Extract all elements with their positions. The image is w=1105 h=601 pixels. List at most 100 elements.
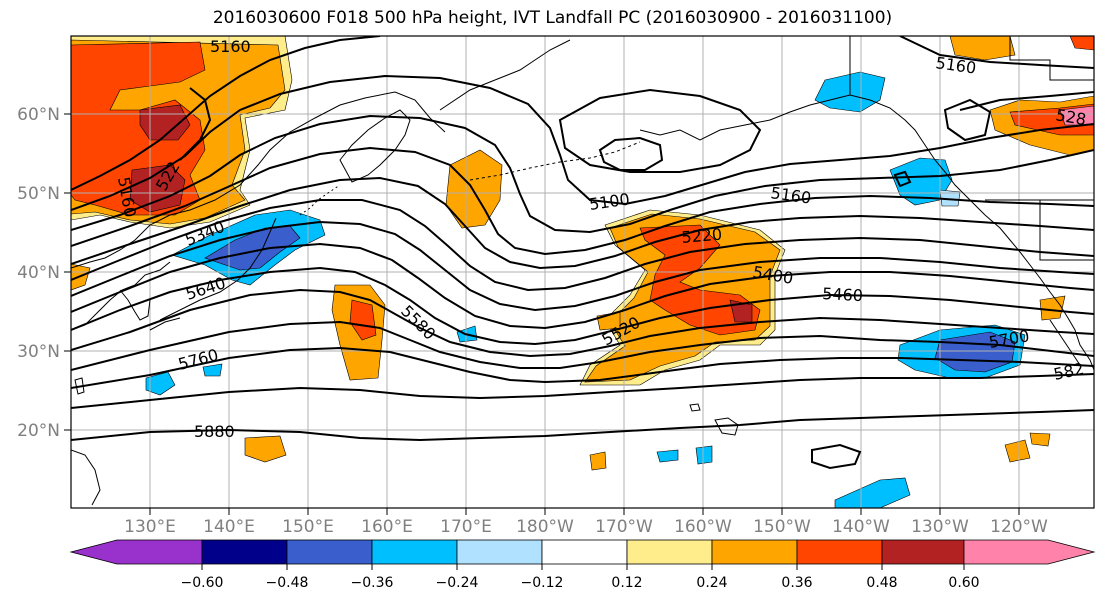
colorbar-seg-0 [69,539,203,565]
lon-label-140w: 140°W [832,517,890,537]
lon-label-180w: 180°W [516,517,574,537]
contour-5520 [71,242,1094,330]
colorbar-seg-4 [456,539,543,565]
coastlines [71,36,1094,506]
coast-hawaii [714,417,739,436]
lat-label-30n: 30°N [17,342,60,362]
contour-5100 [71,36,381,191]
height-contours [71,36,1094,470]
contour-5640 [71,288,1094,358]
shade-ne-mid-pink [1059,105,1094,126]
colorbar-label-8: 0.48 [866,575,897,591]
coast-taiwan [74,377,85,395]
colorbar-label-6: 0.24 [696,575,727,591]
shade-30n-135e [145,371,176,396]
shade-160w-red [639,224,761,336]
coast-asia-mainland [71,91,446,269]
contour-5040-nw [179,87,212,161]
contour-5340 [71,176,1094,270]
shade-s-123w [1004,439,1031,463]
coast-alaska [639,94,986,216]
shade-s-125w [1029,432,1051,447]
contour-pnw-small [893,170,912,188]
colorbar-seg-3 [371,539,458,565]
coast-japan [159,217,277,321]
colorbar-labels: −0.60 −0.48 −0.36 −0.24 −0.12 0.12 0.24 … [181,575,980,591]
shade-s-157w [695,445,713,465]
lat-label-60n: 60°N [17,105,60,125]
lat-label-40n: 40°N [17,263,60,283]
shade-ne-top [949,36,1016,61]
contour-5100-ring [598,136,664,171]
contour-5160-ring [558,88,762,173]
colorbar-seg-1 [201,539,288,565]
contour-5220 [71,114,1094,234]
lon-label-150e: 150°E [282,517,334,537]
colorbar-label-9: 0.60 [948,575,979,591]
colorbar [69,539,1096,565]
contour-5280 [71,146,1094,256]
lon-label-150w: 150°W [753,517,811,537]
colorbar-label-4: −0.12 [521,575,564,591]
lon-label-160e: 160°E [361,517,413,537]
shade-ne-top-red [1069,36,1094,51]
colorbar-seg-10 [963,539,1096,565]
colorbar-seg-5 [541,539,628,565]
coast-philippines [71,449,101,506]
lon-label-140e: 140°E [203,517,255,537]
map-title: 2016030600 F018 500 hPa height, IVT Land… [212,8,893,28]
border-states-2 [1009,36,1094,81]
gridlines [71,36,1094,508]
coast-hawaii-2 [689,403,701,412]
contour-ne-ring [943,98,992,142]
shade-s-160w [656,449,679,463]
lat-label-50n: 50°N [17,184,60,204]
shade-ne-lightblue [939,189,961,207]
colorbar-seg-2 [286,539,373,565]
shade-160e-red [349,299,377,341]
shade-s-135w [834,477,911,508]
contour-label-5460: 5460 [822,284,864,305]
colorbar-label-2: −0.36 [351,575,394,591]
colorbar-label-0: −0.60 [181,575,224,591]
contour-5160 [71,74,1094,211]
lon-label-120w: 120°W [990,517,1048,537]
coast-japan-south [149,317,181,331]
colorbar-label-1: −0.48 [266,575,309,591]
contour-5460 [71,220,1094,312]
lon-label-170e: 170°E [440,517,492,537]
coast-aleutians [469,141,641,181]
colorbar-seg-6 [626,539,713,565]
colorbar-label-5: 0.12 [611,575,642,591]
colorbar-label-7: 0.36 [781,575,812,591]
shade-s-140e [244,435,287,463]
contour-ne-5160 [899,36,1094,69]
lat-axis: 60°N 50°N 40°N 30°N 20°N [17,105,71,441]
contour-5820 [71,373,1094,409]
shade-120w-coastal [1039,295,1066,321]
coast-kuril-chain [299,184,341,216]
coast-baja [1049,319,1081,366]
contour-label-5880: 5880 [194,422,235,441]
colorbar-seg-9 [881,539,965,565]
map-content: 5160 5160 522 5340 5640 5760 5880 5580 5… [71,36,1094,508]
shade-s-165w [589,451,607,471]
colorbar-seg-7 [711,539,798,565]
lon-label-160w: 160°W [674,517,732,537]
coast-na-west [984,214,1094,371]
coast-chukotka [439,39,571,111]
contour-label-5160-nw: 5160 [210,37,251,56]
contour-5700 [71,320,1094,371]
contour-5760 [71,346,1094,389]
shade-30n-140e [202,363,223,377]
coast-korea [119,289,151,321]
lon-label-130w: 130°W [911,517,969,537]
coast-asia-lower [71,261,171,331]
coast-kamchatka [339,109,411,183]
lon-label-170w: 170°W [595,517,653,537]
colorbar-seg-8 [796,539,883,565]
border-states-1 [1039,200,1094,261]
contour-label-5220-upper: 5220 [681,225,723,247]
contour-5400 [71,199,1094,292]
